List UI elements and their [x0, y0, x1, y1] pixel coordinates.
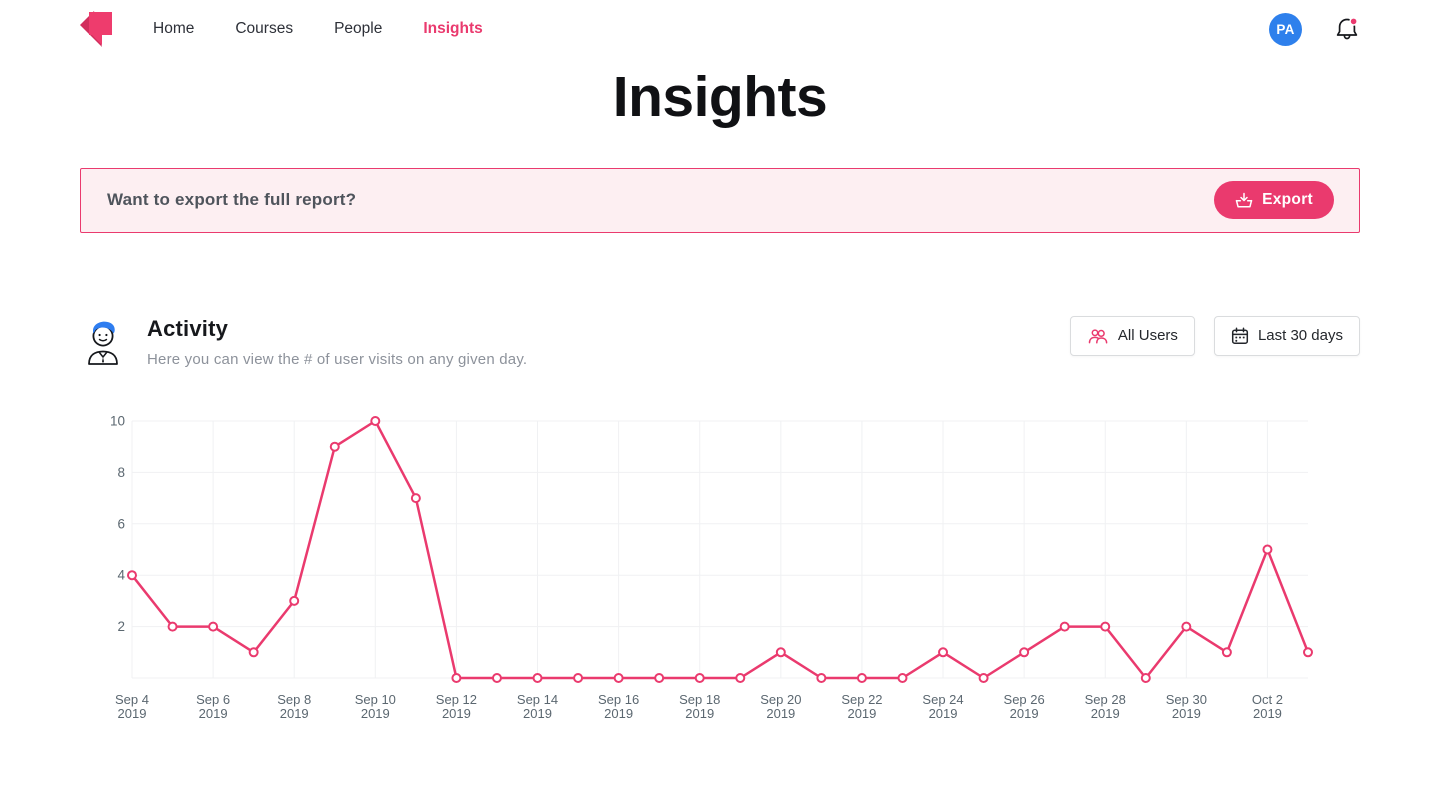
svg-text:Oct 2: Oct 2	[1252, 692, 1283, 707]
export-button-label: Export	[1262, 191, 1313, 209]
svg-text:2019: 2019	[442, 706, 471, 721]
svg-text:Sep 14: Sep 14	[517, 692, 558, 707]
brand-logo-icon[interactable]	[80, 11, 112, 49]
nav-item-home[interactable]: Home	[153, 20, 195, 37]
nav-item-insights[interactable]: Insights	[423, 20, 483, 37]
svg-text:Sep 30: Sep 30	[1166, 692, 1207, 707]
nav-item-courses[interactable]: Courses	[235, 20, 294, 37]
svg-text:2019: 2019	[199, 706, 228, 721]
page-title: Insights	[612, 65, 828, 129]
svg-text:Sep 4: Sep 4	[115, 692, 149, 707]
notification-dot	[1349, 17, 1358, 26]
date-range-filter-label: Last 30 days	[1257, 327, 1343, 345]
svg-text:2: 2	[117, 619, 125, 634]
activity-section-header: Activity Here you can view the # of user…	[80, 315, 1360, 370]
svg-text:Sep 18: Sep 18	[679, 692, 720, 707]
svg-text:2019: 2019	[766, 706, 795, 721]
download-icon	[1235, 192, 1253, 208]
svg-text:2019: 2019	[685, 706, 714, 721]
export-button[interactable]: Export	[1214, 181, 1334, 220]
svg-text:Sep 12: Sep 12	[436, 692, 477, 707]
nav-item-people[interactable]: People	[334, 20, 383, 37]
svg-text:2019: 2019	[280, 706, 309, 721]
svg-text:2019: 2019	[523, 706, 552, 721]
svg-text:6: 6	[117, 516, 125, 531]
svg-text:2019: 2019	[1172, 706, 1201, 721]
svg-text:Sep 10: Sep 10	[355, 692, 396, 707]
svg-text:Sep 16: Sep 16	[598, 692, 639, 707]
activity-heading-block: Activity Here you can view the # of user…	[147, 316, 527, 368]
svg-text:2019: 2019	[118, 706, 147, 721]
svg-text:10: 10	[110, 413, 125, 428]
notification-bell-icon[interactable]	[1333, 15, 1361, 43]
calendar-icon	[1231, 327, 1248, 344]
export-banner: Want to export the full report? Export	[80, 167, 1360, 233]
user-avatar[interactable]: PA	[1269, 12, 1302, 46]
activity-filters: All Users Last 30 days	[1069, 315, 1360, 356]
svg-text:Sep 22: Sep 22	[841, 692, 882, 707]
svg-text:8: 8	[117, 465, 125, 480]
svg-text:2019: 2019	[361, 706, 390, 721]
svg-text:2019: 2019	[604, 706, 633, 721]
all-users-filter-button[interactable]: All Users	[1069, 315, 1195, 356]
main-nav: Home Courses People Insights	[153, 20, 483, 38]
svg-text:2019: 2019	[929, 706, 958, 721]
person-activity-icon	[88, 321, 118, 365]
svg-text:Sep 8: Sep 8	[277, 692, 311, 707]
svg-text:Sep 24: Sep 24	[922, 692, 963, 707]
svg-text:Sep 6: Sep 6	[196, 692, 230, 707]
header-actions: PA	[1269, 12, 1361, 46]
svg-text:Sep 20: Sep 20	[760, 692, 801, 707]
all-users-filter-label: All Users	[1117, 327, 1178, 345]
svg-text:Sep 26: Sep 26	[1004, 692, 1045, 707]
users-icon	[1088, 329, 1108, 344]
svg-text:2019: 2019	[1253, 706, 1282, 721]
svg-text:2019: 2019	[1091, 706, 1120, 721]
activity-description: Here you can view the # of user visits o…	[147, 350, 528, 368]
svg-text:2019: 2019	[1010, 706, 1039, 721]
activity-title: Activity	[147, 315, 229, 341]
export-banner-message: Want to export the full report?	[107, 190, 357, 210]
svg-text:4: 4	[117, 568, 125, 583]
activity-chart: 2 4 6 8 10 Sep 4 2019 Sep 6 2019 Sep 8 2019 Sep 10 2…	[80, 410, 1360, 742]
top-nav-bar: Home Courses People Insights PA	[0, 0, 1440, 58]
svg-text:2019: 2019	[847, 706, 876, 721]
svg-text:Sep 28: Sep 28	[1085, 692, 1126, 707]
date-range-filter-button[interactable]: Last 30 days	[1213, 315, 1360, 356]
